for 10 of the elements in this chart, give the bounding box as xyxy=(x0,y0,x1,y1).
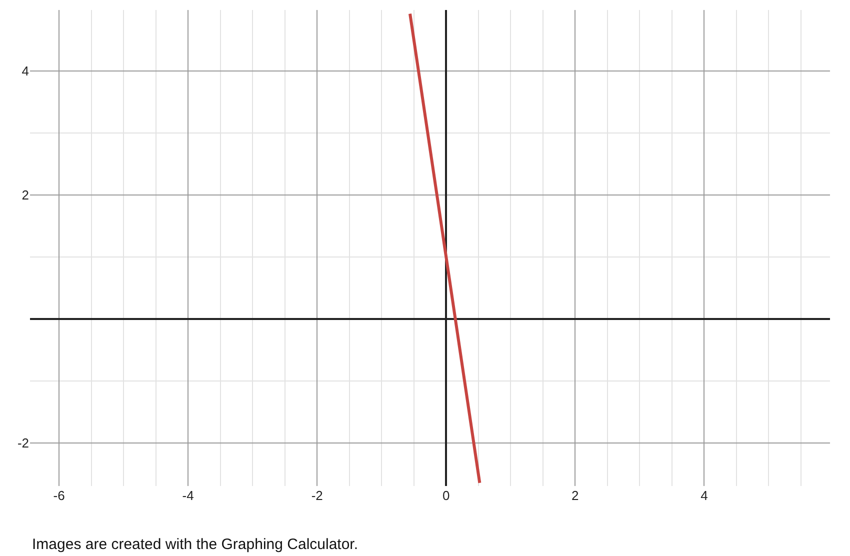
y-tick-label: -2 xyxy=(17,436,29,451)
x-tick-label: -2 xyxy=(311,488,323,503)
text: Images are created with the Graphing Calculator. xyxy=(32,536,358,553)
x-tick-label: 0 xyxy=(442,488,450,503)
x-tick-label: 2 xyxy=(572,488,579,503)
x-tick-label: -4 xyxy=(182,488,194,503)
x-tick-label: -6 xyxy=(53,488,65,503)
y-tick-label: 4 xyxy=(22,63,29,78)
x-tick-label: 4 xyxy=(700,488,708,503)
y-tick-label: 2 xyxy=(22,187,29,202)
